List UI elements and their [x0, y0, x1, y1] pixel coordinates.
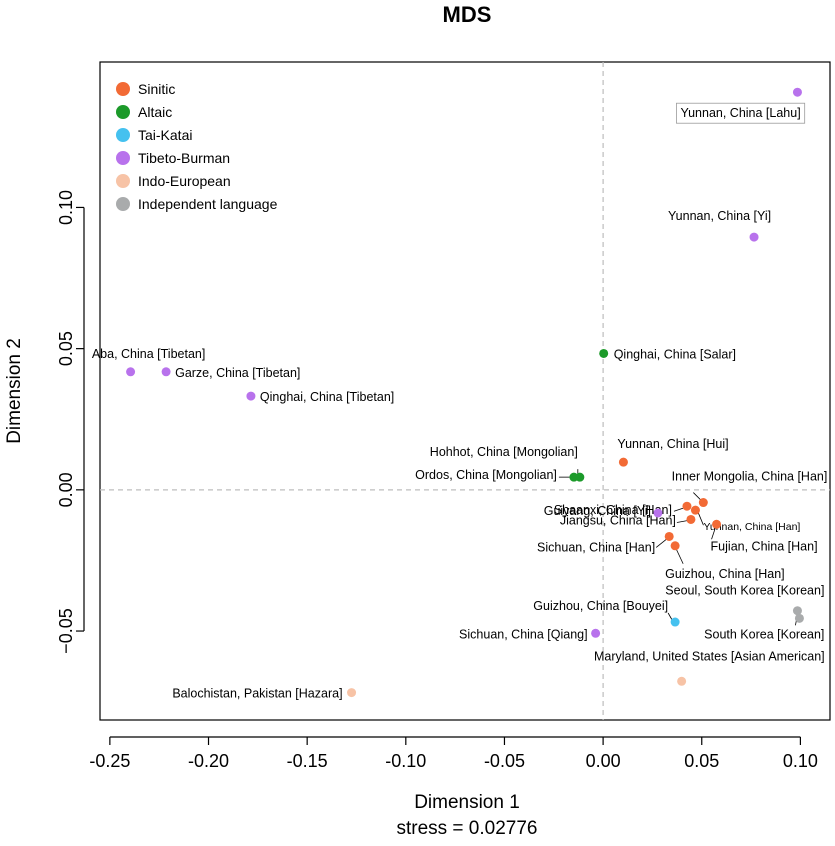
point-shaanxi-china-han: [682, 501, 692, 511]
point-label-fujian-china-han: Fujian, China [Han]: [711, 539, 818, 553]
stress-caption: stress = 0.02776: [396, 818, 537, 839]
legend-marker-independent-language: [116, 197, 130, 211]
legend-label-tai-katai: Tai-Katai: [138, 127, 192, 143]
leader-line-guizhou-china-bouyei: [667, 612, 673, 621]
point-label-maryland-united-states-asian-american: Maryland, United States [Asian American]: [594, 649, 825, 663]
leader-line-sichuan-china-han: [655, 539, 667, 548]
point-seoul-south-korea-korean: [792, 606, 802, 616]
point-guizhou-china-bouyei: [670, 617, 680, 627]
y-tick-label: 0.10: [56, 190, 76, 225]
legend-marker-altaic: [116, 105, 130, 119]
point-yunnan-china-hui: [618, 457, 628, 467]
legend-label-indo-european: Indo-European: [138, 173, 231, 189]
point-label-sichuan-china-qiang: Sichuan, China [Qiang]: [459, 627, 588, 641]
point-inner-mongolia-china-han: [698, 498, 708, 508]
point-yunnan-china-lahu: [792, 87, 802, 97]
y-tick-label: −0.05: [56, 608, 76, 654]
y-axis-title: Dimension 2: [4, 338, 25, 444]
x-tick-label: -0.20: [188, 751, 229, 771]
reference-lines: [100, 62, 830, 720]
x-tick-label: 0.00: [586, 751, 621, 771]
chart-title: MDS: [443, 2, 492, 27]
x-tick-label: -0.25: [89, 751, 130, 771]
y-tick-label: 0.05: [56, 331, 76, 366]
legend-label-independent-language: Independent language: [138, 196, 278, 212]
point-label-inner-mongolia-china-han: Inner Mongolia, China [Han]: [672, 470, 828, 484]
point-label-sichuan-china-han: Sichuan, China [Han]: [537, 540, 655, 554]
point-guizhou-china-han: [670, 541, 680, 551]
leader-line-inner-mongolia-china-han: [693, 492, 701, 500]
point-label-box-yunnan-china-lahu: [676, 102, 806, 124]
point-south-korea-korean: [794, 613, 804, 623]
point-balochistan-pakistan-hazara: [347, 688, 357, 698]
x-tick-label: 0.10: [783, 751, 818, 771]
point-maryland-united-states-asian-american: [677, 676, 687, 686]
legend-marker-tibeto-burman: [116, 151, 130, 165]
y-axis: −0.05 0.00 0.05 0.10: [56, 190, 85, 654]
point-label-seoul-south-korea-korean: Seoul, South Korea [Korean]: [665, 584, 824, 598]
point-label-aba-china-tibetan: Aba, China [Tibetan]: [92, 347, 206, 361]
point-sichuan-china-han: [664, 531, 674, 541]
point-label-garze-china-tibetan: Garze, China [Tibetan]: [175, 366, 300, 380]
point-qinghai-china-tibetan: [246, 391, 256, 401]
data-points: [126, 87, 804, 698]
plot-area-border: [99, 61, 831, 721]
point-jiangsu-china-han: [686, 514, 696, 524]
legend-label-sinitic: Sinitic: [138, 81, 175, 97]
point-label-shaanxi-china-han: Shaanxi, China [Han]: [554, 503, 672, 517]
point-yunnan-china-han: [690, 505, 700, 515]
legend-label-tibeto-burman: Tibeto-Burman: [138, 150, 230, 166]
point-label-yunnan-china-lahu: Yunnan, China [Lahu]: [680, 106, 800, 120]
point-label-guiyang-china-yi: Guiyang, China [Yi]: [544, 504, 651, 518]
point-label-balochistan-pakistan-hazara: Balochistan, Pakistan [Hazara]: [172, 687, 342, 701]
x-tick-label: -0.05: [484, 751, 525, 771]
point-qinghai-china-salar: [599, 348, 609, 358]
point-label-yunnan-china-yi: Yunnan, China [Yi]: [668, 209, 771, 223]
point-label-guizhou-china-han: Guizhou, China [Han]: [665, 567, 785, 581]
leader-line-shaanxi-china-han: [673, 507, 684, 512]
leader-line-jiangsu-china-han: [676, 520, 688, 523]
point-label-qinghai-china-tibetan: Qinghai, China [Tibetan]: [260, 390, 394, 404]
point-guiyang-china-yi: [653, 508, 663, 518]
x-tick-label: 0.05: [684, 751, 719, 771]
legend-marker-tai-katai: [116, 128, 130, 142]
x-tick-label: -0.15: [287, 751, 328, 771]
leader-line-guizhou-china-han: [675, 548, 684, 564]
legend-marker-indo-european: [116, 174, 130, 188]
point-fujian-china-han: [712, 519, 722, 529]
point-labels: Yunnan, China [Lahu] Yunnan, China [Yi] Qi…: [92, 102, 828, 701]
point-label-jiangsu-china-han: Jiangsu, China [Han]: [560, 513, 676, 527]
point-aba-china-tibetan: [126, 367, 136, 377]
legend-label-altaic: Altaic: [138, 104, 172, 120]
y-tick-label: 0.00: [56, 472, 76, 507]
point-label-hohhot-china-mongolian: Hohhot, China [Mongolian]: [430, 445, 578, 459]
x-axis: -0.25 -0.20 -0.15 -0.10 -0.05 0.00 0.05 0.10: [89, 736, 818, 771]
point-sichuan-china-qiang: [591, 628, 601, 638]
point-label-ordos-china-mongolian: Ordos, China [Mongolian]: [415, 468, 557, 482]
point-ordos-china-mongolian: [569, 472, 579, 482]
legend-marker-sinitic: [116, 82, 130, 96]
x-tick-label: -0.10: [385, 751, 426, 771]
point-yunnan-china-yi: [749, 232, 759, 242]
point-garze-china-tibetan: [161, 367, 171, 377]
point-label-south-korea-korean: South Korea [Korean]: [704, 627, 824, 641]
legend: Sinitic Altaic Tai-Katai Tibeto-Burman Indo-…: [116, 81, 278, 212]
point-label-qinghai-china-salar: Qinghai, China [Salar]: [614, 347, 736, 361]
point-label-yunnan-china-han: Yunnan, China [Han]: [703, 521, 800, 533]
point-label-guizhou-china-bouyei: Guizhou, China [Bouyei]: [533, 599, 668, 613]
leader-line-yunnan-china-han: [698, 513, 704, 526]
leader-line-fujian-china-han: [711, 527, 716, 540]
x-axis-title: Dimension 1: [414, 792, 520, 813]
point-label-yunnan-china-hui: Yunnan, China [Hui]: [617, 437, 728, 451]
